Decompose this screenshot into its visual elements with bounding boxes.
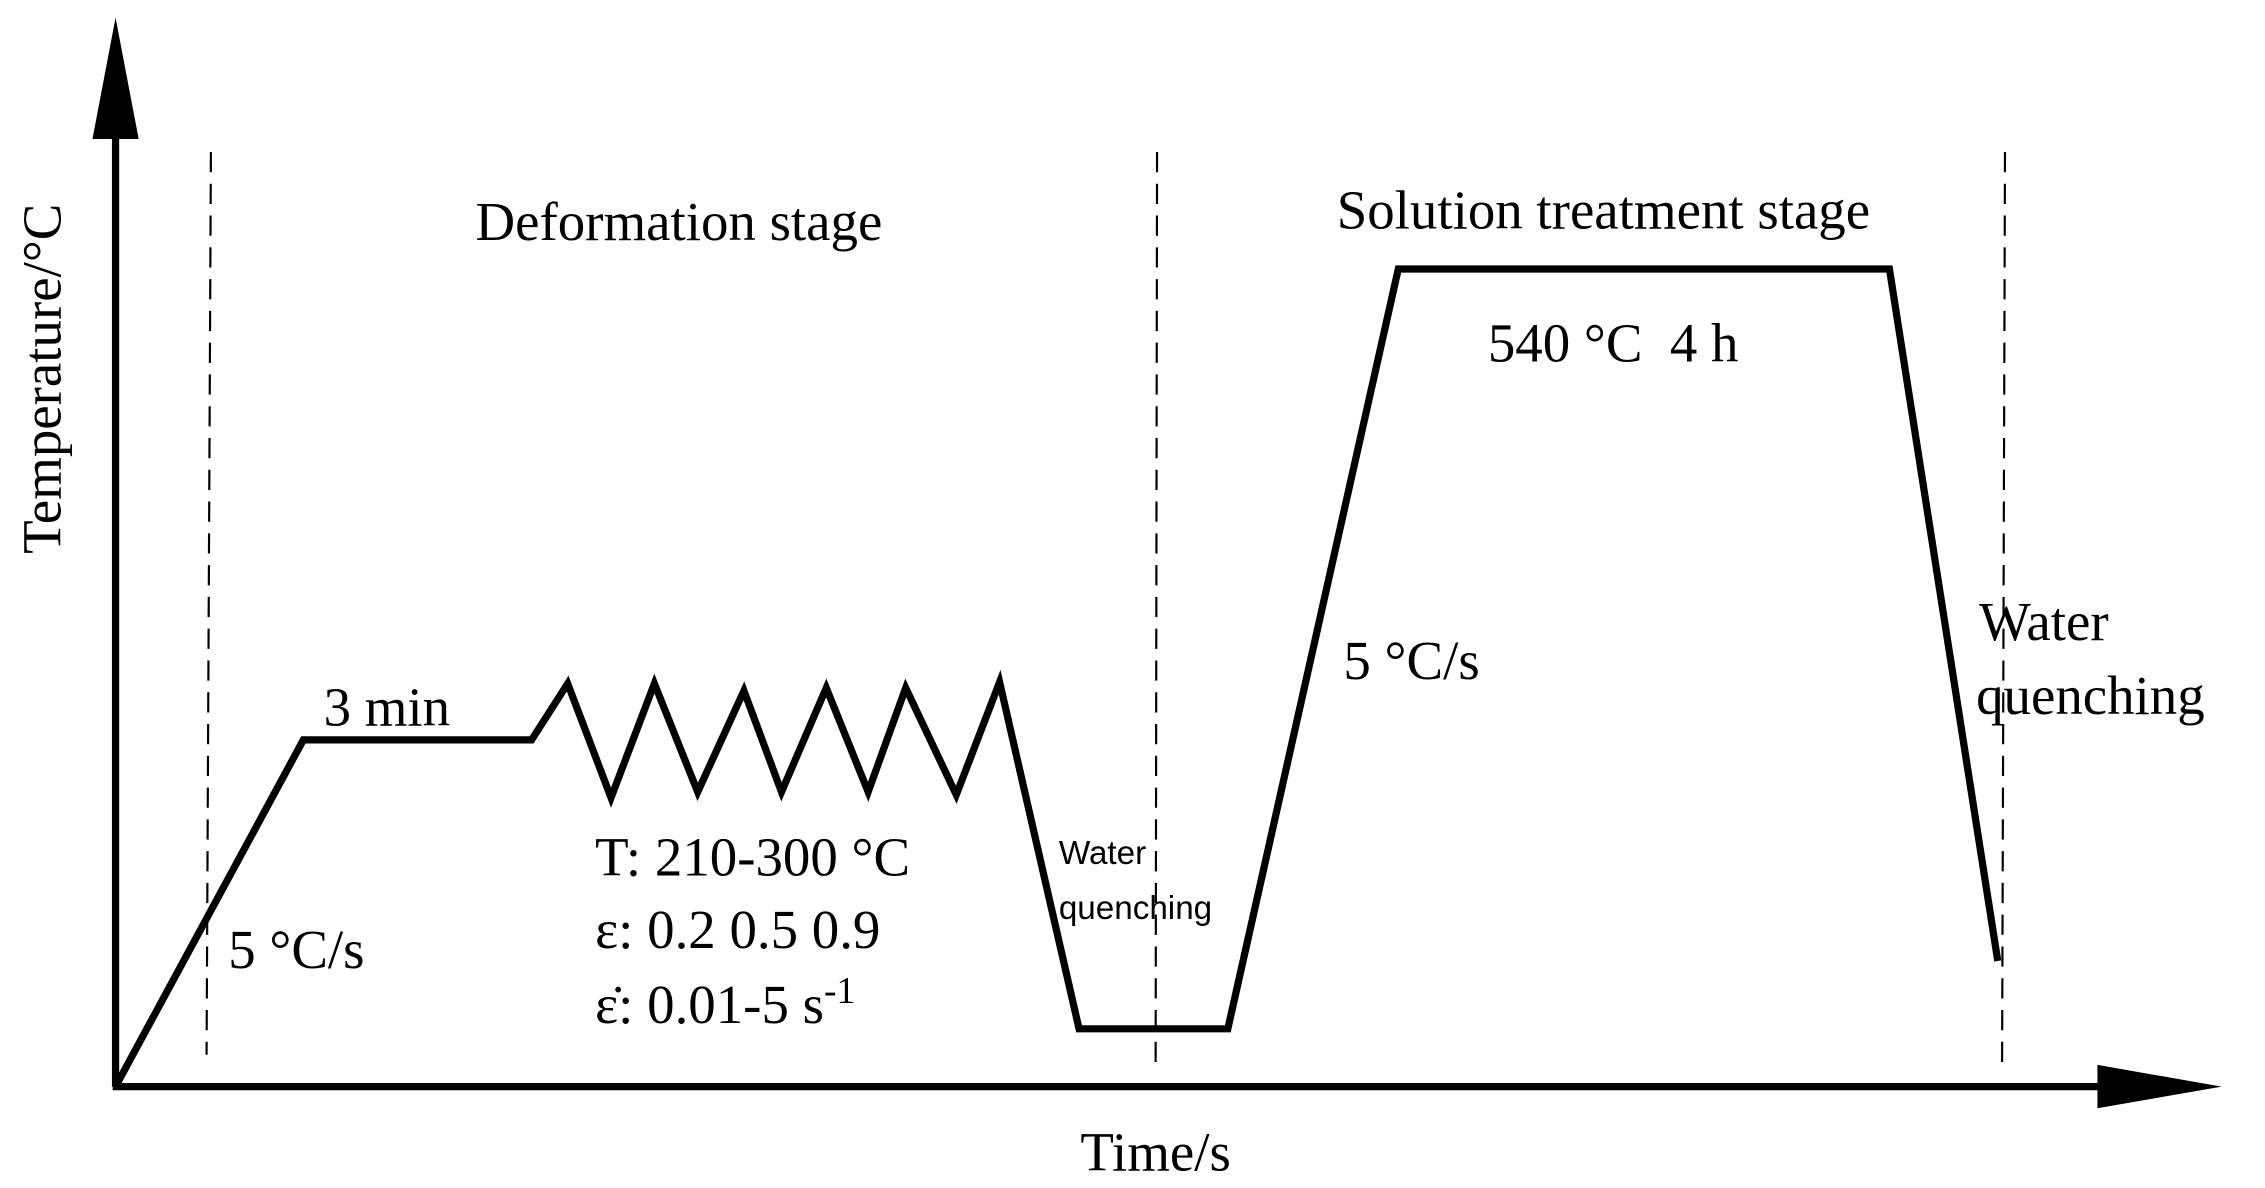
hold-label: 540 °C 4 h [1488, 312, 1739, 373]
temperature-profile [112, 265, 2002, 1089]
quench-label: quenching [1976, 665, 2205, 726]
quench-label: Water [1059, 835, 1146, 872]
stage-label: Deformation stage [475, 191, 882, 252]
param-sup: -1 [824, 971, 855, 1012]
x-axis-label: Time/s [1080, 1121, 1230, 1182]
stage-divider [2001, 151, 2007, 1063]
param-label: ε̇: 0.01-5 s-1 [595, 971, 855, 1035]
param-label: ε: 0.2 0.5 0.9 [595, 899, 880, 960]
hold-label: 3 min [324, 676, 451, 737]
y-axis-arrow [92, 17, 139, 139]
quench-label: quenching [1059, 890, 1212, 927]
stage-label: Solution treatment stage [1337, 180, 1870, 241]
param-text: ε̇: 0.01-5 s [595, 974, 824, 1035]
stage-divider [205, 151, 212, 1055]
rate-label: 5 °C/s [228, 919, 364, 980]
stage-divider [1154, 151, 1159, 1073]
y-axis-label: Temperature/°C [12, 204, 73, 554]
quench-label: Water [1979, 591, 2109, 652]
x-axis-arrow [2097, 1064, 2222, 1109]
param-label: T: 210-300 °C [595, 827, 910, 888]
rate-label: 5 °C/s [1343, 630, 1479, 691]
